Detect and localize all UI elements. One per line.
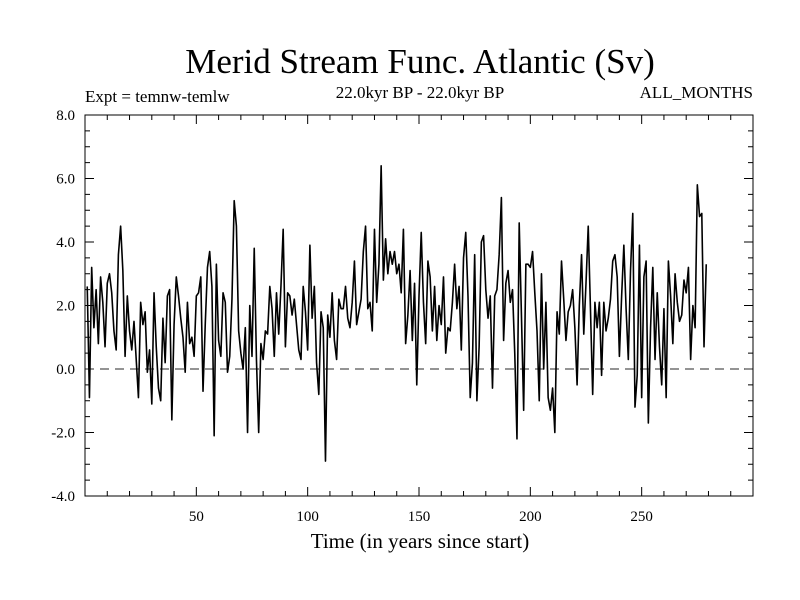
y-tick-label: 6.0 <box>56 172 75 188</box>
x-tick-label: 250 <box>630 509 653 525</box>
y-tick-label: 2.0 <box>56 299 75 315</box>
x-axis-ticks <box>106 115 732 496</box>
x-tick-label: 200 <box>519 509 542 525</box>
chart-title: Merid Stream Func. Atlantic (Sv) <box>185 42 655 81</box>
y-tick-label: 8.0 <box>56 108 75 124</box>
plot-frame <box>84 114 754 497</box>
months-label: ALL_MONTHS <box>640 83 753 102</box>
x-axis-label: Time (in years since start) <box>311 529 530 553</box>
y-axis-ticks <box>85 130 753 481</box>
chart-subtitle: 22.0kyr BP - 22.0kyr BP <box>336 83 504 102</box>
x-tick-label: 100 <box>296 509 319 525</box>
x-tick-label: 50 <box>189 509 204 525</box>
data-series-line <box>86 165 708 462</box>
y-tick-label: 0.0 <box>56 362 75 378</box>
x-axis-tick-labels: 50 100 150 200 250 <box>189 509 653 525</box>
y-tick-label: -2.0 <box>51 426 75 442</box>
y-axis-tick-labels: -4.0 -2.0 0.0 2.0 4.0 6.0 8.0 <box>51 108 75 505</box>
y-tick-label: -4.0 <box>51 489 75 505</box>
x-tick-label: 150 <box>408 509 431 525</box>
y-tick-label: 4.0 <box>56 235 75 251</box>
experiment-label: Expt = temnw-temlw <box>85 87 230 106</box>
